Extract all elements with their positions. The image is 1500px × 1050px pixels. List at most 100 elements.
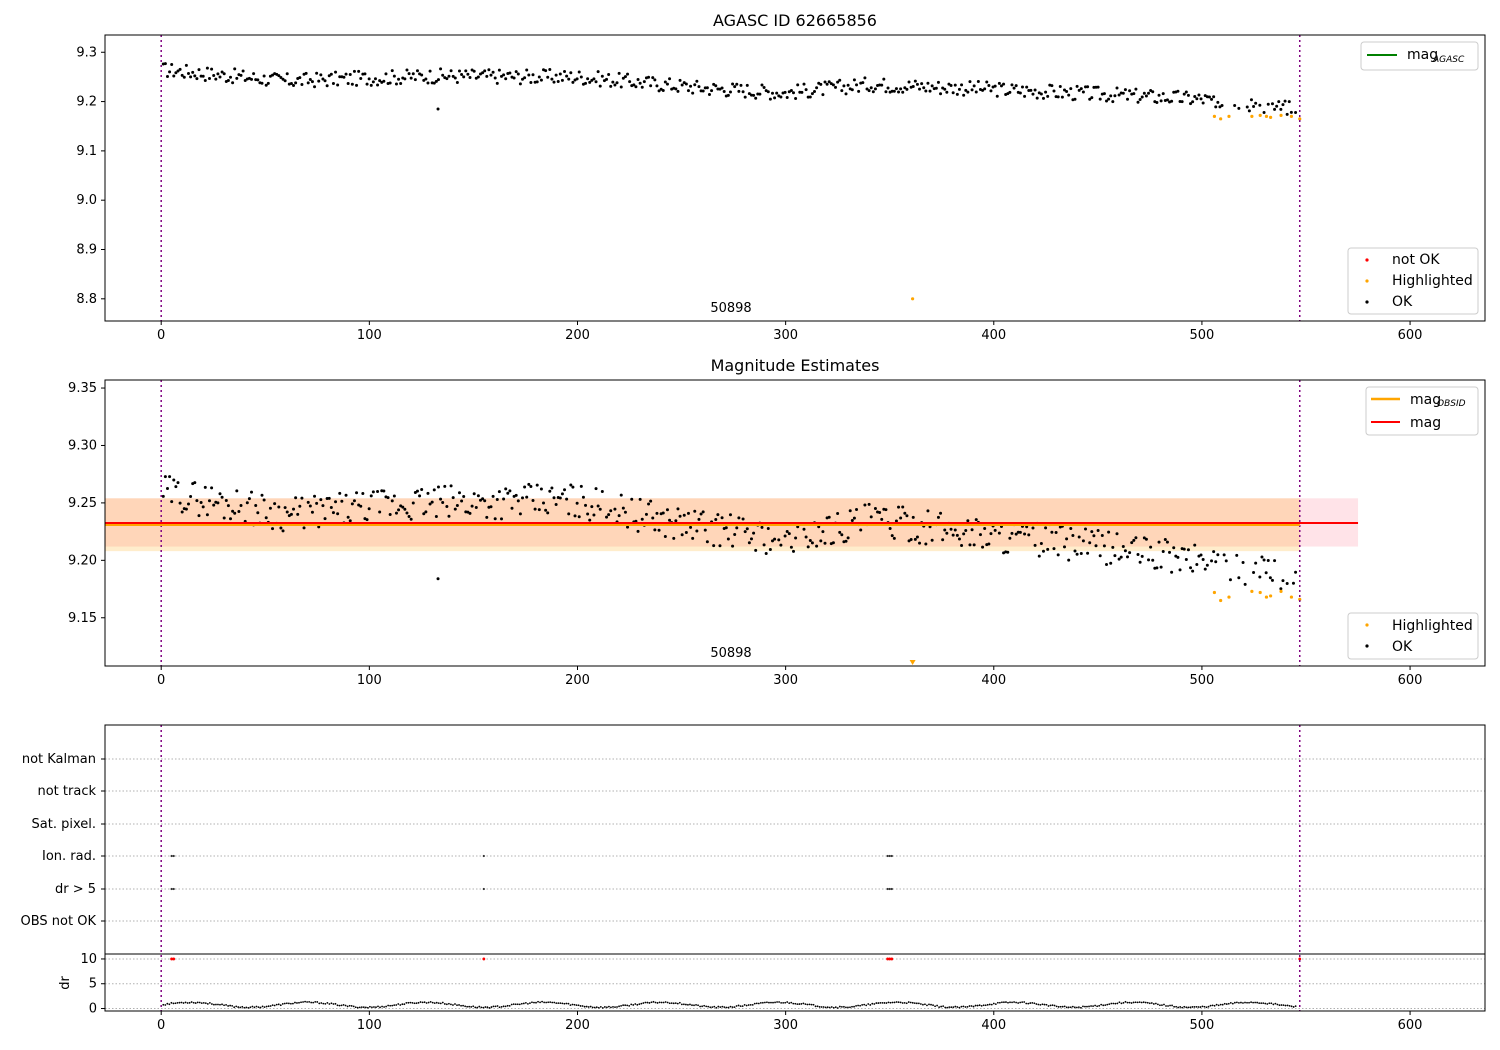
estimates-ok-point bbox=[796, 525, 800, 529]
estimates-ok-point bbox=[1159, 565, 1163, 569]
agasc-ok-point bbox=[964, 88, 968, 92]
agasc-ok-point bbox=[390, 69, 394, 73]
dr-point bbox=[1082, 1005, 1084, 1008]
dr-point bbox=[599, 1005, 602, 1008]
dr-point bbox=[840, 1005, 843, 1008]
estimates-highlighted-point bbox=[1212, 590, 1217, 595]
agasc-ok-point bbox=[594, 80, 598, 84]
agasc-ok-point bbox=[1214, 105, 1218, 109]
dr-point bbox=[1276, 1003, 1279, 1006]
dr-point bbox=[1195, 1006, 1198, 1008]
dr-point bbox=[1193, 1006, 1196, 1008]
estimates-ok-point bbox=[966, 519, 970, 523]
estimates-ok-point bbox=[1092, 534, 1096, 538]
agasc-ok-point bbox=[960, 83, 964, 87]
estimates-ok-point bbox=[1279, 587, 1283, 591]
estimates-ok-point bbox=[968, 543, 972, 547]
agasc-ok-point bbox=[250, 77, 254, 81]
agasc-ok-point bbox=[428, 69, 432, 73]
agasc-ok-point bbox=[344, 72, 348, 76]
estimates-ok-point bbox=[577, 515, 581, 519]
agasc-ok-point bbox=[920, 82, 924, 86]
estimates-ok-point bbox=[777, 538, 781, 542]
dr-point bbox=[482, 1006, 485, 1009]
dr-point bbox=[516, 1003, 519, 1006]
dr-point bbox=[907, 1001, 910, 1003]
estimates-ok-point bbox=[1264, 571, 1268, 575]
agasc-ok-point bbox=[653, 78, 657, 82]
dr-point bbox=[1240, 1001, 1242, 1004]
agasc-ok-point bbox=[1090, 96, 1094, 100]
estimates-ok-point bbox=[915, 535, 919, 539]
estimates-ok-point bbox=[331, 511, 335, 515]
estimates-ok-point bbox=[945, 531, 949, 535]
dr-point bbox=[460, 1004, 462, 1007]
agasc-ok-point bbox=[844, 92, 848, 96]
dr-point bbox=[709, 1006, 712, 1009]
agasc-ok-point bbox=[989, 89, 993, 93]
agasc-ok-point bbox=[405, 68, 409, 72]
dr-point bbox=[1221, 1003, 1224, 1006]
dr-point bbox=[1015, 1001, 1017, 1004]
dr-point bbox=[182, 1002, 185, 1004]
dr-point bbox=[350, 1005, 353, 1007]
agasc-ok-point bbox=[1096, 85, 1100, 89]
estimates-ok-point bbox=[281, 529, 285, 533]
agasc-ok-point bbox=[840, 89, 844, 93]
agasc-ok-point bbox=[554, 73, 558, 77]
agasc-ok-point bbox=[605, 77, 609, 81]
dr-point bbox=[208, 1001, 211, 1004]
agasc-ok-point bbox=[924, 89, 928, 93]
dr-point bbox=[770, 1001, 772, 1004]
agasc-ok-point bbox=[321, 77, 325, 81]
dr-point bbox=[490, 1006, 493, 1008]
dr-point bbox=[1108, 1003, 1111, 1006]
estimates-ok-point bbox=[867, 502, 871, 506]
estimates-ok-point bbox=[1054, 531, 1058, 535]
agasc-ok-point bbox=[802, 82, 806, 86]
dr-point bbox=[703, 1004, 706, 1007]
estimates-ok-point bbox=[899, 516, 903, 520]
dr-point bbox=[522, 1002, 525, 1005]
dr-point bbox=[393, 1004, 396, 1007]
dr-y-tick-label: 10 bbox=[80, 952, 97, 967]
dr-point bbox=[845, 1006, 847, 1009]
agasc-ok-point bbox=[1201, 101, 1205, 105]
agasc-ok-point bbox=[684, 82, 688, 86]
agasc-ok-point bbox=[705, 86, 709, 90]
estimates-ok-point bbox=[426, 491, 430, 495]
dr-point bbox=[1021, 1001, 1024, 1004]
agasc-ok-point bbox=[930, 84, 934, 88]
dr-point bbox=[642, 1002, 645, 1004]
dr-point bbox=[597, 1006, 600, 1009]
dr-point bbox=[369, 1005, 371, 1008]
dr-point bbox=[753, 1002, 756, 1005]
dr-point bbox=[1197, 1006, 1200, 1008]
agasc-ok-point bbox=[334, 70, 338, 74]
agasc-ok-point bbox=[493, 76, 497, 80]
agasc-ok-point bbox=[1098, 97, 1102, 101]
dr-point bbox=[1290, 1005, 1293, 1008]
estimates-ok-point bbox=[161, 494, 165, 498]
estimates-ok-point bbox=[172, 478, 176, 482]
dr-point bbox=[200, 1002, 203, 1005]
estimates-ok-point bbox=[766, 526, 770, 530]
agasc-ok-point bbox=[357, 69, 361, 73]
agasc-ok-point bbox=[665, 82, 669, 86]
estimates-highlighted-point bbox=[1279, 589, 1283, 593]
agasc-ok-point bbox=[722, 90, 726, 94]
agasc-ok-point bbox=[292, 84, 296, 88]
estimates-ok-point bbox=[636, 529, 640, 533]
agasc-ok-point bbox=[1273, 107, 1277, 111]
dr-point bbox=[1116, 1002, 1119, 1005]
agasc-y-tick-label: 9.1 bbox=[76, 144, 97, 159]
dr-point bbox=[1152, 1003, 1155, 1005]
dr-point bbox=[340, 1004, 343, 1007]
estimates-ok-point bbox=[327, 496, 331, 500]
agasc-ok-point bbox=[1252, 104, 1256, 108]
dr-point bbox=[664, 1001, 667, 1003]
dr-point bbox=[1250, 1001, 1252, 1004]
agasc-ok-point bbox=[1105, 99, 1109, 103]
dr-point bbox=[806, 1003, 809, 1006]
agasc-ok-point bbox=[521, 77, 525, 81]
